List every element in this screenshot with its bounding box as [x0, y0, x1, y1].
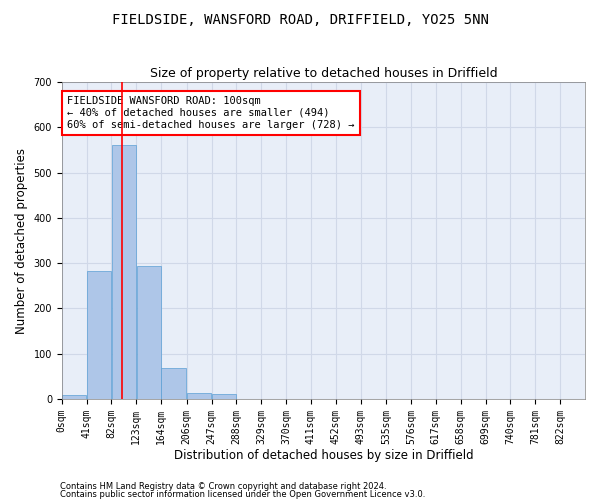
- Text: FIELDSIDE, WANSFORD ROAD, DRIFFIELD, YO25 5NN: FIELDSIDE, WANSFORD ROAD, DRIFFIELD, YO2…: [112, 12, 488, 26]
- X-axis label: Distribution of detached houses by size in Driffield: Distribution of detached houses by size …: [173, 450, 473, 462]
- Text: Contains HM Land Registry data © Crown copyright and database right 2024.: Contains HM Land Registry data © Crown c…: [60, 482, 386, 491]
- Bar: [112, 146, 136, 399]
- Y-axis label: Number of detached properties: Number of detached properties: [15, 148, 28, 334]
- Bar: [87, 271, 112, 399]
- Bar: [137, 266, 161, 399]
- Bar: [187, 393, 211, 399]
- Text: FIELDSIDE WANSFORD ROAD: 100sqm
← 40% of detached houses are smaller (494)
60% o: FIELDSIDE WANSFORD ROAD: 100sqm ← 40% of…: [67, 96, 355, 130]
- Bar: [62, 396, 86, 399]
- Title: Size of property relative to detached houses in Driffield: Size of property relative to detached ho…: [149, 66, 497, 80]
- Bar: [161, 368, 186, 399]
- Bar: [212, 394, 236, 399]
- Text: Contains public sector information licensed under the Open Government Licence v3: Contains public sector information licen…: [60, 490, 425, 499]
